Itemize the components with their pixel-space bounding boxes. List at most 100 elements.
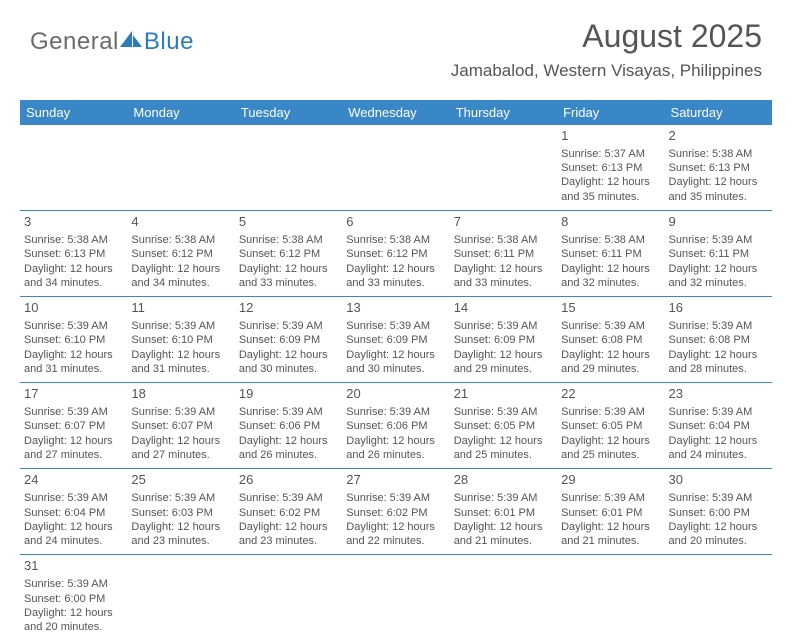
sunrise-text: Sunrise: 5:39 AM — [239, 405, 338, 419]
calendar-day-cell — [127, 555, 234, 640]
month-title: August 2025 — [451, 18, 762, 55]
sunset-text: Sunset: 6:10 PM — [24, 333, 123, 347]
calendar-day-cell: 10Sunrise: 5:39 AMSunset: 6:10 PMDayligh… — [20, 297, 127, 383]
calendar-day-cell — [557, 555, 664, 640]
calendar-day-cell — [20, 125, 127, 211]
day-header: Monday — [127, 100, 234, 125]
calendar-day-cell: 1Sunrise: 5:37 AMSunset: 6:13 PMDaylight… — [557, 125, 664, 211]
calendar-day-cell — [450, 555, 557, 640]
sunrise-text: Sunrise: 5:39 AM — [561, 319, 660, 333]
sunrise-text: Sunrise: 5:39 AM — [131, 405, 230, 419]
sunrise-text: Sunrise: 5:39 AM — [346, 319, 445, 333]
day-header: Saturday — [665, 100, 772, 125]
day-number: 20 — [346, 386, 445, 403]
day-number: 14 — [454, 300, 553, 317]
calendar-day-cell — [235, 125, 342, 211]
sunset-text: Sunset: 6:11 PM — [561, 247, 660, 261]
sunrise-text: Sunrise: 5:39 AM — [561, 491, 660, 505]
sunset-text: Sunset: 6:08 PM — [669, 333, 768, 347]
daylight-text: Daylight: 12 hours and 20 minutes. — [24, 606, 123, 635]
day-number: 2 — [669, 128, 768, 145]
sunrise-text: Sunrise: 5:39 AM — [454, 405, 553, 419]
day-header: Friday — [557, 100, 664, 125]
sunset-text: Sunset: 6:13 PM — [561, 161, 660, 175]
day-number: 8 — [561, 214, 660, 231]
calendar-day-cell: 12Sunrise: 5:39 AMSunset: 6:09 PMDayligh… — [235, 297, 342, 383]
calendar-day-cell: 14Sunrise: 5:39 AMSunset: 6:09 PMDayligh… — [450, 297, 557, 383]
day-number: 22 — [561, 386, 660, 403]
day-number: 23 — [669, 386, 768, 403]
sunrise-text: Sunrise: 5:38 AM — [346, 233, 445, 247]
calendar-day-cell: 24Sunrise: 5:39 AMSunset: 6:04 PMDayligh… — [20, 469, 127, 555]
daylight-text: Daylight: 12 hours and 32 minutes. — [561, 262, 660, 291]
sunset-text: Sunset: 6:12 PM — [131, 247, 230, 261]
day-number: 11 — [131, 300, 230, 317]
daylight-text: Daylight: 12 hours and 33 minutes. — [346, 262, 445, 291]
day-number: 1 — [561, 128, 660, 145]
day-number: 26 — [239, 472, 338, 489]
sunrise-text: Sunrise: 5:39 AM — [346, 491, 445, 505]
calendar-day-cell: 9Sunrise: 5:39 AMSunset: 6:11 PMDaylight… — [665, 211, 772, 297]
sunset-text: Sunset: 6:09 PM — [239, 333, 338, 347]
day-header: Tuesday — [235, 100, 342, 125]
sunset-text: Sunset: 6:03 PM — [131, 506, 230, 520]
sunrise-text: Sunrise: 5:39 AM — [561, 405, 660, 419]
calendar-day-cell: 8Sunrise: 5:38 AMSunset: 6:11 PMDaylight… — [557, 211, 664, 297]
sunrise-text: Sunrise: 5:39 AM — [669, 233, 768, 247]
daylight-text: Daylight: 12 hours and 26 minutes. — [346, 434, 445, 463]
day-number: 5 — [239, 214, 338, 231]
sunrise-text: Sunrise: 5:39 AM — [669, 405, 768, 419]
daylight-text: Daylight: 12 hours and 26 minutes. — [239, 434, 338, 463]
sunset-text: Sunset: 6:10 PM — [131, 333, 230, 347]
calendar-day-cell — [450, 125, 557, 211]
calendar-day-cell: 18Sunrise: 5:39 AMSunset: 6:07 PMDayligh… — [127, 383, 234, 469]
daylight-text: Daylight: 12 hours and 21 minutes. — [561, 520, 660, 549]
sunset-text: Sunset: 6:05 PM — [454, 419, 553, 433]
calendar-week-row: 24Sunrise: 5:39 AMSunset: 6:04 PMDayligh… — [20, 469, 772, 555]
daylight-text: Daylight: 12 hours and 33 minutes. — [239, 262, 338, 291]
sunset-text: Sunset: 6:06 PM — [239, 419, 338, 433]
sunrise-text: Sunrise: 5:39 AM — [669, 491, 768, 505]
day-number: 16 — [669, 300, 768, 317]
location-subtitle: Jamabalod, Western Visayas, Philippines — [451, 61, 762, 81]
day-number: 13 — [346, 300, 445, 317]
sunrise-text: Sunrise: 5:39 AM — [24, 319, 123, 333]
header-block: August 2025 Jamabalod, Western Visayas, … — [451, 18, 762, 81]
day-number: 28 — [454, 472, 553, 489]
day-header: Wednesday — [342, 100, 449, 125]
brand-sail-icon — [120, 31, 142, 54]
sunset-text: Sunset: 6:00 PM — [24, 592, 123, 606]
sunrise-text: Sunrise: 5:39 AM — [131, 491, 230, 505]
daylight-text: Daylight: 12 hours and 25 minutes. — [454, 434, 553, 463]
sunset-text: Sunset: 6:09 PM — [346, 333, 445, 347]
calendar-day-cell: 20Sunrise: 5:39 AMSunset: 6:06 PMDayligh… — [342, 383, 449, 469]
daylight-text: Daylight: 12 hours and 24 minutes. — [24, 520, 123, 549]
sunset-text: Sunset: 6:12 PM — [346, 247, 445, 261]
calendar-week-row: 31Sunrise: 5:39 AMSunset: 6:00 PMDayligh… — [20, 555, 772, 640]
calendar-day-cell — [665, 555, 772, 640]
sunrise-text: Sunrise: 5:38 AM — [131, 233, 230, 247]
day-number: 30 — [669, 472, 768, 489]
daylight-text: Daylight: 12 hours and 33 minutes. — [454, 262, 553, 291]
day-number: 6 — [346, 214, 445, 231]
daylight-text: Daylight: 12 hours and 22 minutes. — [346, 520, 445, 549]
sunrise-text: Sunrise: 5:39 AM — [239, 319, 338, 333]
brand-text-part1: General — [30, 28, 119, 56]
daylight-text: Daylight: 12 hours and 31 minutes. — [131, 348, 230, 377]
calendar-week-row: 17Sunrise: 5:39 AMSunset: 6:07 PMDayligh… — [20, 383, 772, 469]
day-number: 3 — [24, 214, 123, 231]
daylight-text: Daylight: 12 hours and 24 minutes. — [669, 434, 768, 463]
sunset-text: Sunset: 6:09 PM — [454, 333, 553, 347]
calendar-day-cell: 21Sunrise: 5:39 AMSunset: 6:05 PMDayligh… — [450, 383, 557, 469]
sunset-text: Sunset: 6:12 PM — [239, 247, 338, 261]
daylight-text: Daylight: 12 hours and 27 minutes. — [131, 434, 230, 463]
daylight-text: Daylight: 12 hours and 21 minutes. — [454, 520, 553, 549]
sunrise-text: Sunrise: 5:39 AM — [239, 491, 338, 505]
sunrise-text: Sunrise: 5:39 AM — [24, 491, 123, 505]
daylight-text: Daylight: 12 hours and 35 minutes. — [561, 175, 660, 204]
calendar-day-cell: 19Sunrise: 5:39 AMSunset: 6:06 PMDayligh… — [235, 383, 342, 469]
calendar-day-cell: 17Sunrise: 5:39 AMSunset: 6:07 PMDayligh… — [20, 383, 127, 469]
calendar-day-cell: 5Sunrise: 5:38 AMSunset: 6:12 PMDaylight… — [235, 211, 342, 297]
day-number: 12 — [239, 300, 338, 317]
calendar-day-cell: 29Sunrise: 5:39 AMSunset: 6:01 PMDayligh… — [557, 469, 664, 555]
